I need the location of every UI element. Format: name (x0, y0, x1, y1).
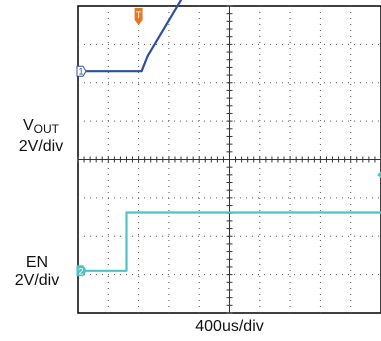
channel-marker-2: 2 (76, 265, 87, 277)
channel-marker-shape (76, 65, 87, 77)
grid (77, 5, 381, 314)
channel-marker-1: 1 (76, 65, 87, 77)
vout-channel-label: VOUT 2V/div (8, 117, 74, 156)
channel-marker-number: 2 (78, 266, 83, 276)
trigger-marker-letter: T (136, 10, 142, 20)
vout-subscript: OUT (33, 122, 59, 136)
trigger-marker-shape (134, 8, 143, 25)
en-scale: 2V/div (14, 272, 60, 289)
channel-marker-number: 1 (78, 67, 83, 77)
traces (78, 0, 381, 272)
vout-name: V (22, 117, 34, 134)
vout-scale: 2V/div (18, 138, 64, 155)
trace-channel-2 (78, 211, 381, 272)
en-name: EN (25, 254, 49, 271)
x-axis-label: 400us/div (195, 318, 264, 335)
en-channel-label: EN 2V/div (4, 254, 70, 290)
en-level-arrow (377, 171, 381, 179)
trigger-marker: T (134, 8, 143, 25)
trace-channel-1 (78, 0, 183, 73)
markers: 1 2 T (76, 8, 381, 277)
channel-marker-shape (76, 265, 87, 277)
